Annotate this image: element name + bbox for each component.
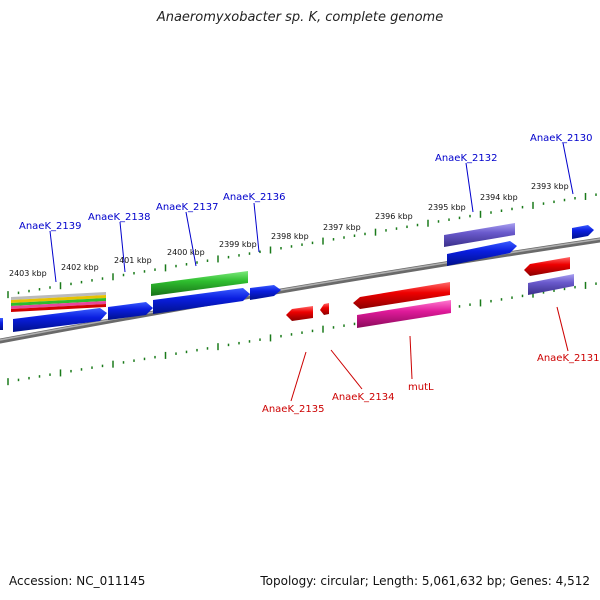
genome-backbone-highlight xyxy=(0,238,600,341)
ruler-label: 2397 kbp xyxy=(323,223,361,232)
gene-label-mutl[interactable]: mutL xyxy=(408,382,434,393)
gene-pink[interactable] xyxy=(357,300,451,328)
gene-label-anaek-2131[interactable]: AnaeK_2131 xyxy=(537,353,599,364)
genome-info-text: Topology: circular; Length: 5,061,632 bp… xyxy=(260,574,590,588)
ruler-label: 2403 kbp xyxy=(9,269,47,278)
gene-mutl-red[interactable] xyxy=(353,282,450,309)
gene-label-anaek-2138[interactable]: AnaeK_2138 xyxy=(88,212,150,223)
ruler-labels: 2403 kbp 2402 kbp 2401 kbp 2400 kbp 2399… xyxy=(9,182,569,278)
ruler-label: 2396 kbp xyxy=(375,212,413,221)
ruler-label: 2393 kbp xyxy=(531,182,569,191)
ruler-label: 2398 kbp xyxy=(271,232,309,241)
gene-anaek-2135-red[interactable] xyxy=(286,306,313,321)
gene-anaek-2131-purple[interactable] xyxy=(528,274,574,295)
gene-anaek-2132-purple[interactable] xyxy=(444,223,515,247)
gene-labels: AnaeK_2139 AnaeK_2138 AnaeK_2137 AnaeK_2… xyxy=(19,133,599,415)
gene-label-anaek-2134[interactable]: AnaeK_2134 xyxy=(332,392,394,403)
ruler-label: 2401 kbp xyxy=(114,256,152,265)
gene-label-anaek-2139[interactable]: AnaeK_2139 xyxy=(19,221,81,232)
ruler-label: 2399 kbp xyxy=(219,240,257,249)
gene-label-anaek-2132[interactable]: AnaeK_2132 xyxy=(435,153,497,164)
gene-anaek-2138-blue[interactable] xyxy=(108,302,153,320)
gene-label-anaek-2130[interactable]: AnaeK_2130 xyxy=(530,133,592,144)
accession-text: Accession: NC_011145 xyxy=(9,574,146,588)
forward-features xyxy=(0,223,594,332)
ruler-ticks-top xyxy=(7,192,597,299)
ruler-label: 2395 kbp xyxy=(428,203,466,212)
map-title: Anaeromyxobacter sp. K, complete genome xyxy=(156,10,444,25)
gene-label-anaek-2135[interactable]: AnaeK_2135 xyxy=(262,404,324,415)
gene-anaek-2134-red[interactable] xyxy=(320,303,329,315)
gene-anaek-2132-blue[interactable] xyxy=(447,241,517,266)
gene-anaek-2136-blue[interactable] xyxy=(153,288,250,314)
gene-anaek-2137-green[interactable] xyxy=(151,271,248,296)
gene-blue-small[interactable] xyxy=(250,285,281,300)
ruler-label: 2402 kbp xyxy=(61,263,99,272)
callout-lines xyxy=(49,142,574,402)
ruler-label: 2400 kbp xyxy=(167,248,205,257)
gene-anaek-2130-blue[interactable] xyxy=(572,225,594,239)
rna-feature-stack[interactable] xyxy=(11,292,106,312)
reverse-features xyxy=(286,257,574,328)
gene-anaek-2131-red[interactable] xyxy=(524,257,570,276)
gene-label-anaek-2137[interactable]: AnaeK_2137 xyxy=(156,202,218,213)
gene-label-anaek-2136[interactable]: AnaeK_2136 xyxy=(223,192,285,203)
genome-backbone xyxy=(0,237,600,344)
ruler-label: 2394 kbp xyxy=(480,193,518,202)
gene-edge-blue[interactable] xyxy=(0,318,3,330)
gene-anaek-2139-blue[interactable] xyxy=(13,308,107,332)
